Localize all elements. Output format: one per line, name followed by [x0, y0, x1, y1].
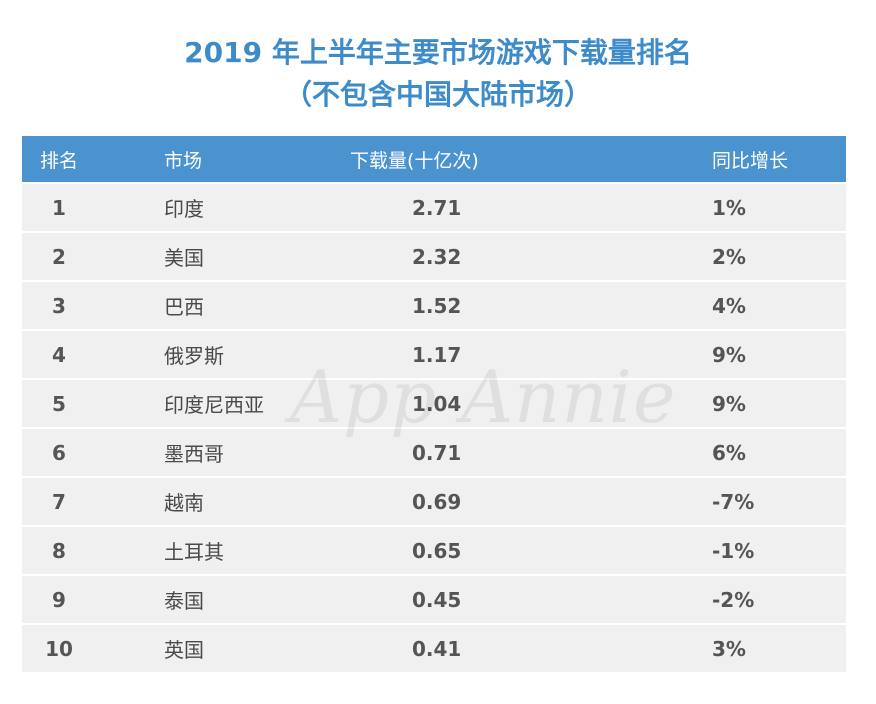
market-cell: 巴西 [164, 295, 204, 319]
market-cell: 印度尼西亚 [164, 393, 264, 417]
growth-cell: 6% [712, 440, 746, 465]
growth-cell: 9% [712, 342, 746, 367]
rank-cell: 7 [52, 489, 66, 514]
growth-cell: 2% [712, 244, 746, 269]
downloads-cell: 2.32 [412, 244, 462, 269]
table-body: 1 印度 2.71 1% 2 美国 2.32 2% 3 巴西 1.52 4% 4 俄罗斯 1.17 9% 5 印度… [22, 182, 846, 672]
table-row: 9 泰国 0.45 -2% [22, 574, 846, 623]
market-cell: 越南 [164, 491, 204, 515]
growth-cell: -1% [712, 538, 755, 563]
header-growth: 同比增长 [712, 149, 789, 172]
downloads-cell: 2.71 [412, 195, 462, 220]
chart-title: 2019 年上半年主要市场游戏下载量排名 [184, 36, 692, 69]
downloads-cell: 0.41 [412, 636, 462, 661]
downloads-cell: 0.65 [412, 538, 462, 563]
rank-cell: 6 [52, 440, 66, 465]
market-cell: 美国 [164, 246, 204, 270]
table-row: 4 俄罗斯 1.17 9% [22, 329, 846, 378]
downloads-cell: 1.17 [412, 342, 462, 367]
rank-cell: 2 [52, 244, 66, 269]
market-cell: 印度 [164, 197, 204, 221]
header-market: 市场 [164, 149, 203, 172]
table-row: 8 土耳其 0.65 -1% [22, 525, 846, 574]
growth-cell: 9% [712, 391, 746, 416]
ranking-table: 排名 市场 下载量(十亿次) 同比增长 1 印度 2.71 1% 2 美国 2.32 2% 3 巴… [22, 136, 846, 672]
header-rank: 排名 [39, 149, 78, 172]
header-downloads: 下载量(十亿次) [350, 149, 479, 172]
table-row: 6 墨西哥 0.71 6% [22, 427, 846, 476]
table-row: 3 巴西 1.52 4% [22, 280, 846, 329]
rank-cell: 5 [52, 391, 66, 416]
downloads-cell: 1.52 [412, 293, 462, 318]
growth-cell: -7% [712, 489, 755, 514]
rank-cell: 4 [52, 342, 66, 367]
table-row: 10 英国 0.41 3% [22, 623, 846, 672]
table-row: 2 美国 2.32 2% [22, 231, 846, 280]
chart-subtitle: （不包含中国大陆市场） [283, 78, 592, 111]
rank-cell: 1 [52, 195, 66, 220]
downloads-cell: 1.04 [412, 391, 462, 416]
growth-cell: 4% [712, 293, 746, 318]
growth-cell: -2% [712, 587, 755, 612]
market-cell: 英国 [164, 638, 204, 662]
table-row: 1 印度 2.71 1% [22, 182, 846, 231]
rank-cell: 3 [52, 293, 66, 318]
market-cell: 土耳其 [164, 540, 224, 564]
growth-cell: 1% [712, 195, 746, 220]
market-cell: 墨西哥 [164, 442, 224, 466]
downloads-cell: 0.45 [412, 587, 462, 612]
growth-cell: 3% [712, 636, 746, 661]
table-row: 7 越南 0.69 -7% [22, 476, 846, 525]
market-cell: 泰国 [164, 589, 204, 613]
downloads-cell: 0.69 [412, 489, 462, 514]
rank-cell: 9 [52, 587, 66, 612]
market-cell: 俄罗斯 [164, 344, 224, 368]
rank-cell: 8 [52, 538, 66, 563]
downloads-cell: 0.71 [412, 440, 462, 465]
rank-cell: 10 [45, 636, 73, 661]
table-row: 5 印度尼西亚 1.04 9% [22, 378, 846, 427]
table-header: 排名 市场 下载量(十亿次) 同比增长 [22, 136, 846, 182]
